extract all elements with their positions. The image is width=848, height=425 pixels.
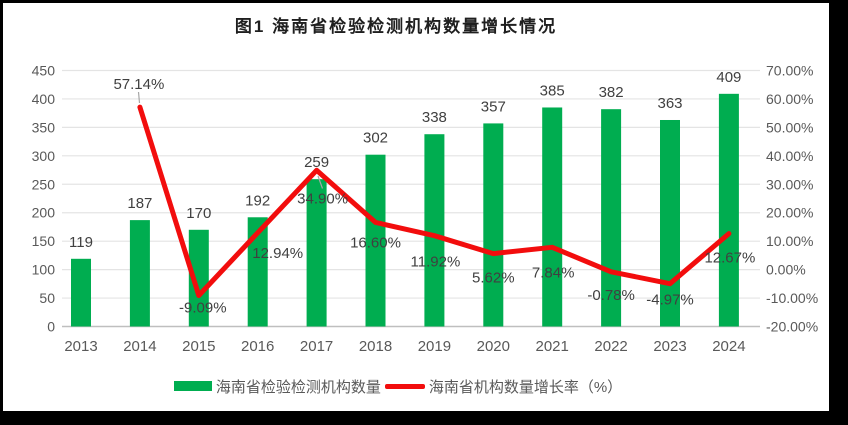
x-axis-label: 2014 [123, 338, 156, 355]
x-axis-label: 2016 [241, 338, 274, 355]
right-axis-tick: 60.00% [766, 91, 813, 107]
bar-value-label: 409 [716, 69, 741, 86]
bar-2013 [71, 258, 91, 327]
right-axis-tick: 10.00% [766, 233, 813, 249]
right-axis-tick: -10.00% [766, 290, 818, 306]
x-axis-label: 2022 [594, 338, 627, 355]
bar-2019 [424, 134, 445, 327]
line-series-swatch [384, 383, 425, 389]
bar-value-label: 385 [540, 82, 565, 99]
plot-svg: 450 70.00% 400 60.00% 350 50.00% 300 40.00% 250 3… [32, 63, 819, 356]
x-axis-label: 2023 [653, 338, 686, 355]
bar-2017 [306, 179, 327, 327]
legend-item-line: 海南省机构数量增长率（%） [384, 376, 623, 397]
left-axis-tick: 300 [32, 148, 56, 164]
bar-value-label: 170 [186, 205, 211, 222]
left-axis-tick: 350 [32, 119, 56, 135]
bar-value-label: 338 [422, 109, 447, 126]
x-axis-label: 2024 [712, 338, 745, 355]
line-value-label: 12.94% [252, 245, 303, 262]
bar-2021 [542, 107, 563, 327]
left-axis-tick: 0 [47, 319, 55, 335]
x-axis-label: 2019 [418, 338, 451, 355]
bar-value-label: 187 [127, 195, 152, 212]
bar-2014 [129, 220, 150, 327]
left-axis-tick: 50 [39, 290, 55, 306]
x-axis-label: 2018 [359, 338, 392, 355]
x-axis-label: 2017 [300, 338, 333, 355]
line-value-label: 5.62% [472, 270, 515, 287]
right-axis-tick: 70.00% [766, 63, 813, 79]
label-leader-line [317, 175, 324, 189]
left-axis-tick: 400 [32, 91, 56, 107]
right-axis-tick: -20.00% [766, 319, 818, 335]
bar-2023 [660, 119, 680, 327]
bar-2020 [483, 123, 504, 327]
line-value-label: 16.60% [350, 234, 401, 251]
bar-2015 [188, 229, 209, 327]
bar-value-label: 363 [657, 95, 682, 112]
right-axis-tick: 30.00% [766, 176, 813, 192]
x-axis-label: 2020 [477, 338, 510, 355]
left-axis-tick: 150 [32, 233, 56, 249]
line-value-label: -4.97% [646, 292, 694, 309]
bar-2018 [365, 154, 386, 327]
line-value-label: -0.78% [587, 287, 635, 304]
bar-value-label: 382 [599, 84, 624, 101]
left-axis-tick: 200 [32, 205, 56, 221]
bar-value-label: 259 [304, 154, 329, 171]
legend-item-bars: 海南省检验检测机构数量 [173, 376, 381, 397]
chart-image[interactable]: 图1 海南省检验检测机构数量增长情况 450 70.00% 400 60.00% 350… [3, 3, 829, 411]
bar-value-label: 302 [363, 130, 388, 147]
bar-series-label: 海南省检验检测机构数量 [215, 378, 381, 396]
bar-series-swatch [173, 381, 212, 391]
bar-value-label: 192 [245, 192, 270, 209]
right-axis-tick: 0.00% [766, 262, 806, 278]
line-series-label: 海南省机构数量增长率（%） [428, 378, 623, 396]
line-value-label: 7.84% [532, 264, 575, 281]
left-axis-tick: 100 [32, 262, 56, 278]
bar-2024 [718, 93, 739, 327]
growth-line [137, 104, 732, 298]
label-leader-line [137, 91, 141, 104]
line-value-label: 34.90% [297, 190, 348, 207]
x-axis-label: 2021 [536, 338, 569, 355]
left-axis-tick: 250 [32, 176, 56, 192]
bar-value-label: 119 [69, 234, 93, 251]
chart-title: 图1 海南省检验检测机构数量增长情况 [234, 17, 558, 36]
x-axis-label: 2015 [182, 338, 215, 355]
line-value-label: 11.92% [411, 254, 461, 271]
line-value-label: 12.67% [704, 250, 755, 267]
bar-value-label: 357 [481, 98, 506, 115]
right-axis-tick: 50.00% [766, 119, 813, 135]
line-value-label: 57.14% [113, 76, 164, 93]
right-axis-tick: 20.00% [766, 205, 813, 221]
right-axis-tick: 40.00% [766, 148, 813, 164]
x-axis-label: 2013 [64, 338, 97, 355]
bar-2016 [247, 217, 268, 327]
chart-legend: 海南省检验检测机构数量 海南省机构数量增长率（%） [3, 376, 793, 396]
line-value-label: -9.09% [179, 299, 227, 316]
left-axis-tick: 450 [32, 63, 56, 79]
